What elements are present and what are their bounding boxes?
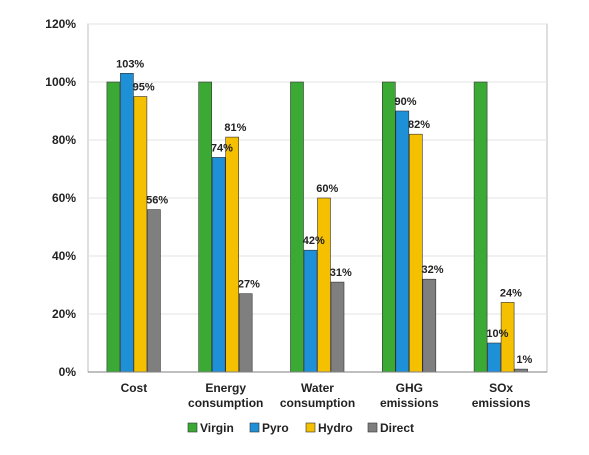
bar-virgin [381,81,396,373]
data-label: 32% [422,264,444,276]
legend-swatch-virgin [187,422,198,433]
data-labels: 103% 95% 56% 74% 81% 27% 42% 60% 31% 90% 82% 32% 10%… [116,58,532,366]
data-label: 95% [133,82,155,94]
bar-pyro [395,110,410,373]
x-tick-label-line: emissions [472,396,531,410]
bar-pyro [120,73,134,373]
x-tick-label-line: emissions [380,396,439,410]
data-label: 56% [146,195,168,207]
bar-hydro [225,136,239,373]
bar-virgin [290,81,304,373]
bar-pyro [211,157,226,373]
bar-virgin [198,81,212,373]
y-tick-label: 0% [59,365,77,379]
legend-label-direct: Direct [380,421,414,435]
x-tick-label: SOx emissions [472,381,531,410]
data-label: 81% [224,122,246,134]
x-tick-label: Cost [121,381,148,395]
data-label: 42% [303,235,325,247]
x-tick-label-line: SOx [489,381,513,395]
x-tick-label-line: Energy [205,381,246,395]
data-label: 31% [330,267,352,279]
bar-pyro [303,249,318,373]
bar-pyro [487,342,501,373]
y-tick-label: 100% [45,75,76,89]
x-tick-label-line: Water [301,381,334,395]
data-label: 82% [408,119,430,131]
legend-swatch-hydro [305,422,316,433]
y-tick-label: 120% [45,17,76,31]
data-label: 90% [395,96,417,108]
bar-virgin [473,81,488,373]
data-label: 24% [500,287,522,299]
data-label: 1% [516,354,532,366]
y-tick-label: 60% [52,191,76,205]
axes: 0%20%40%60%80%100%120%Cost Energy consumpt… [45,17,547,410]
legend-label-hydro: Hydro [318,421,353,435]
data-label: 74% [211,142,233,154]
legend: Virgin Pyro Hydro Direct [187,421,414,435]
x-tick-label-line: consumption [188,396,263,410]
x-tick-label: Energy consumption [188,381,263,410]
legend-label-virgin: Virgin [200,421,234,435]
x-tick-label-line: consumption [280,396,355,410]
bar-direct [238,293,253,373]
bar-hydro [408,133,423,373]
legend-swatch-pyro [249,422,260,433]
bar-direct [422,278,437,373]
x-tick-label: GHG emissions [380,381,439,410]
legend-swatch-direct [367,422,378,433]
data-label: 103% [116,58,144,70]
bar-hydro [133,96,148,373]
x-tick-label-line: GHG [396,381,423,395]
bars [106,73,528,373]
bar-virgin [106,81,121,373]
data-label: 60% [316,183,338,195]
data-label: 27% [238,279,260,291]
bar-direct [147,209,161,373]
x-tick-label-line: Cost [121,381,148,395]
bar-direct [330,281,345,373]
bar-hydro [317,197,331,373]
y-tick-label: 20% [52,307,76,321]
x-tick-label: Water consumption [280,381,355,410]
data-label: 10% [486,328,508,340]
y-tick-label: 80% [52,133,76,147]
y-tick-label: 40% [52,249,76,263]
legend-label-pyro: Pyro [262,421,289,435]
